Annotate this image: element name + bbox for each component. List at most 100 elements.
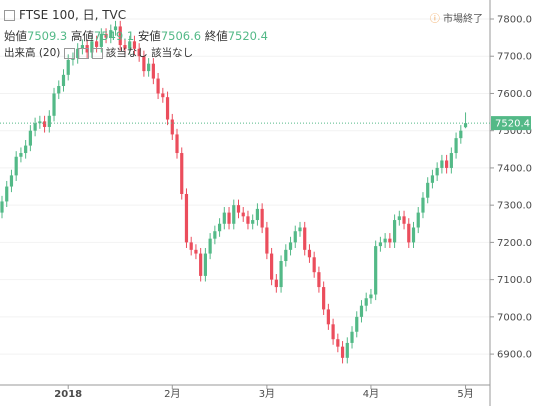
candle-body bbox=[142, 56, 146, 72]
volume-label: 出来高 (20) bbox=[4, 47, 61, 59]
candle-body bbox=[270, 253, 274, 280]
candle-body bbox=[175, 134, 179, 154]
candle-body bbox=[397, 216, 401, 221]
candle-body bbox=[232, 205, 236, 224]
candle-body bbox=[113, 26, 118, 31]
candle-body bbox=[317, 272, 321, 288]
candle-body bbox=[260, 208, 264, 228]
candle-body bbox=[336, 339, 340, 347]
candle-body bbox=[123, 45, 127, 49]
candle-body bbox=[128, 41, 132, 49]
candle-body bbox=[180, 153, 184, 194]
candle-body bbox=[47, 115, 51, 127]
candle-body bbox=[246, 216, 250, 224]
candle-body bbox=[165, 97, 170, 120]
candle-body bbox=[350, 331, 354, 343]
candle-body bbox=[52, 93, 56, 116]
candle-body bbox=[147, 63, 151, 72]
candle-body bbox=[251, 220, 255, 224]
candle-body bbox=[104, 33, 108, 38]
candle-body bbox=[449, 153, 453, 168]
candle-body bbox=[293, 231, 297, 243]
candle-body bbox=[426, 182, 430, 198]
x-tick-label: 3月 bbox=[259, 388, 275, 400]
candle-body bbox=[307, 249, 312, 258]
candle-body bbox=[322, 287, 326, 310]
candle-body bbox=[340, 346, 345, 358]
candle-body bbox=[156, 78, 160, 94]
last-price-label: 7520.4 bbox=[495, 119, 530, 130]
candle-body bbox=[85, 45, 89, 53]
candle-body bbox=[274, 279, 278, 288]
market-status: ⓘ 市場終了 bbox=[429, 14, 483, 25]
open-label: 始値 bbox=[4, 29, 27, 43]
close-icon[interactable] bbox=[91, 47, 103, 59]
high-value: 7549.1 bbox=[93, 29, 135, 43]
candle-body bbox=[255, 208, 260, 221]
candle-body bbox=[222, 212, 226, 224]
volume-row: 出来高 (20) 該当なし 該当なし bbox=[4, 45, 193, 60]
candle-body bbox=[24, 145, 28, 154]
eye-icon[interactable] bbox=[63, 47, 75, 59]
low-label: 安値 bbox=[137, 29, 161, 43]
y-tick-label: 7700.0 bbox=[497, 52, 532, 63]
y-tick-label: 7300.0 bbox=[497, 201, 532, 212]
candle-body bbox=[161, 93, 165, 98]
candle-body bbox=[42, 121, 47, 127]
candle-body bbox=[369, 294, 373, 299]
y-tick-label: 7500.0 bbox=[497, 126, 532, 137]
collapse-icon[interactable] bbox=[4, 10, 15, 21]
candle-body bbox=[199, 253, 203, 276]
candle-body bbox=[421, 197, 425, 213]
candle-body bbox=[331, 324, 335, 340]
settings-icon[interactable] bbox=[77, 47, 89, 59]
candle-body bbox=[213, 231, 217, 239]
candle-body bbox=[312, 257, 316, 273]
candle-body bbox=[383, 238, 387, 243]
candle-body bbox=[217, 223, 222, 232]
candle-body bbox=[19, 153, 23, 157]
candle-body bbox=[374, 246, 378, 295]
candle-body bbox=[416, 212, 420, 228]
candle-body bbox=[359, 305, 364, 317]
candle-body bbox=[90, 41, 94, 53]
candle-body bbox=[284, 249, 288, 262]
candle-body bbox=[109, 30, 113, 38]
symbol-title: FTSE 100, 日, TVC bbox=[19, 8, 127, 22]
candle-body bbox=[407, 223, 411, 243]
candle-body bbox=[241, 212, 245, 217]
candle-body bbox=[227, 212, 231, 224]
candle-body bbox=[208, 238, 212, 254]
candle-body bbox=[189, 242, 193, 250]
candle-body bbox=[378, 242, 382, 247]
candle-body bbox=[430, 175, 435, 183]
x-tick-label: 2月 bbox=[164, 388, 180, 400]
candle-body bbox=[454, 138, 458, 154]
candle-body bbox=[137, 48, 141, 57]
candle-body bbox=[355, 316, 359, 332]
candle-body bbox=[203, 253, 207, 276]
candle-body bbox=[435, 167, 439, 176]
y-tick-label: 7000.0 bbox=[497, 312, 532, 323]
candle-body bbox=[388, 238, 392, 243]
candle-body bbox=[459, 130, 463, 139]
candle-body bbox=[411, 227, 416, 243]
last-price-tag bbox=[491, 116, 531, 131]
candle-body bbox=[5, 186, 9, 202]
y-tick-label: 7100.0 bbox=[497, 275, 532, 286]
candle-body bbox=[392, 220, 397, 243]
candle-body bbox=[440, 160, 444, 168]
candle-body bbox=[345, 342, 349, 358]
candle-body bbox=[76, 48, 80, 59]
ohlc-row: 始値7509.3 高値7549.1 安値7506.6 終値7520.4 bbox=[4, 28, 268, 44]
candle-body bbox=[9, 175, 14, 187]
candle-body bbox=[71, 58, 75, 60]
low-value: 7506.6 bbox=[160, 29, 202, 43]
candle-body bbox=[463, 123, 468, 128]
candle-body bbox=[33, 123, 37, 131]
high-label: 高値 bbox=[70, 29, 94, 43]
y-tick-label: 7200.0 bbox=[497, 238, 532, 249]
candle-body bbox=[303, 227, 307, 250]
candle-body bbox=[28, 130, 32, 146]
